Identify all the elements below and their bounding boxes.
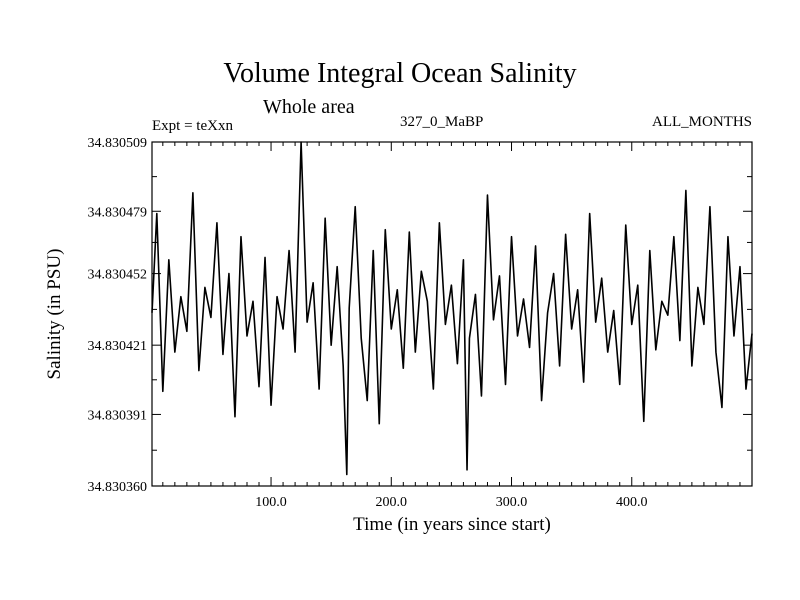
experiment-label: Expt = teXxn: [152, 118, 233, 134]
x-tick-label: 200.0: [376, 495, 408, 510]
chart-title: Volume Integral Ocean Salinity: [223, 58, 577, 89]
chart-subtitle: Whole area: [263, 96, 355, 118]
axis-ticks: 34.830360 34.830391 34.830421 34.830452 34.8…: [88, 136, 752, 510]
period-label: 327_0_MaBP: [400, 114, 484, 130]
x-tick-label: 300.0: [496, 495, 528, 510]
salinity-series-line: [151, 141, 753, 476]
y-tick-label: 34.830479: [88, 205, 148, 220]
x-tick-label: 400.0: [616, 495, 648, 510]
y-tick-label: 34.830452: [88, 268, 148, 283]
y-tick-label: 34.830360: [88, 480, 148, 495]
y-tick-label: 34.830421: [88, 339, 148, 354]
season-label: ALL_MONTHS: [652, 114, 752, 130]
y-tick-label: 34.830391: [88, 408, 148, 423]
plot-frame: [151, 141, 753, 487]
series-layer: [151, 141, 753, 476]
y-tick-label: 34.830509: [88, 136, 148, 151]
x-tick-label: 100.0: [255, 495, 287, 510]
x-axis-label: Time (in years since start): [353, 514, 551, 535]
